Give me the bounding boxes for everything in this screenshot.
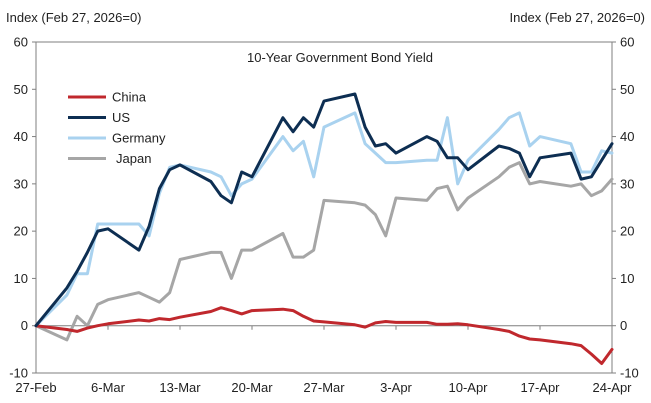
x-tick-label: 3-Apr	[380, 380, 412, 395]
chart-title: 10-Year Government Bond Yield	[247, 50, 433, 65]
x-tick-label: 24-Apr	[592, 380, 632, 395]
legend: China US Germany Japan	[68, 90, 166, 166]
x-tick-label: 13-Mar	[159, 380, 201, 395]
x-tick-label: 6-Mar	[91, 380, 126, 395]
x-tick-label: 27-Mar	[303, 380, 345, 395]
y-tick-label-left: 50	[14, 82, 28, 97]
y-tick-label-right: 50	[620, 82, 634, 97]
left-axis-title: Index (Feb 27, 2026=0)	[6, 10, 142, 25]
y-tick-label-left: 0	[21, 318, 28, 333]
plot-frame	[35, 41, 613, 374]
y-tick-label-right: 20	[620, 224, 634, 239]
series-line-china	[34, 306, 614, 365]
y-tick-label-right: 40	[620, 129, 634, 144]
y-tick-label-left: 30	[14, 176, 28, 191]
y-tick-label-right: 30	[620, 176, 634, 191]
y-tick-label-left: 10	[14, 271, 28, 286]
y-tick-label-right: 0	[620, 318, 627, 333]
legend-label-us: US	[112, 110, 130, 125]
x-tick-label: 10-Apr	[448, 380, 488, 395]
y-tick-label-right: 10	[620, 271, 634, 286]
y-tick-label-left: 60	[14, 35, 28, 50]
legend-label-germany: Germany	[112, 131, 166, 146]
series-line-japan	[34, 161, 614, 342]
x-tick-label: 20-Mar	[231, 380, 273, 395]
series-line-us	[34, 92, 614, 328]
y-tick-label-right: 60	[620, 35, 634, 50]
y-tick-label-left: 20	[14, 224, 28, 239]
axes: -10 -10 0 0 10 10 20 20 30 30 40 40 50 50 60 60 27-Feb 6-…	[9, 35, 639, 396]
right-axis-title: Index (Feb 27, 2026=0)	[509, 10, 645, 25]
legend-label-china: China	[112, 90, 147, 105]
x-tick-label: 17-Apr	[520, 380, 560, 395]
series-lines	[34, 92, 614, 365]
y-tick-label-right: -10	[620, 366, 639, 381]
y-tick-label-left: -10	[9, 366, 28, 381]
legend-label-japan: Japan	[116, 151, 151, 166]
y-tick-label-left: 40	[14, 129, 28, 144]
x-tick-label: 27-Feb	[15, 380, 56, 395]
